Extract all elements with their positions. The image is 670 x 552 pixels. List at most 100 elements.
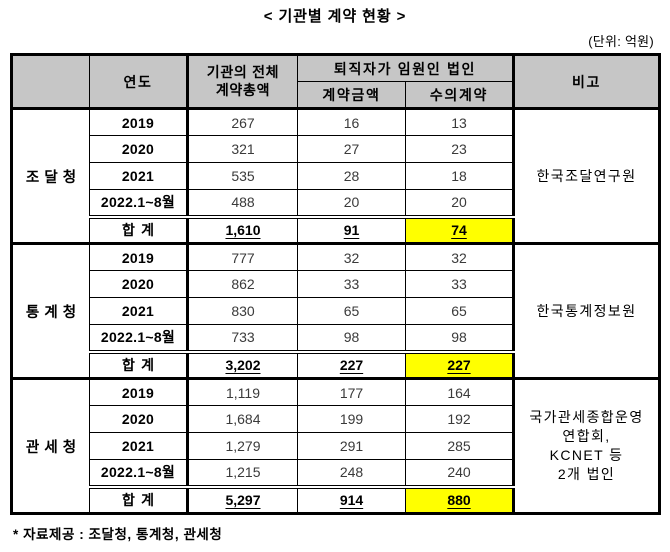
total-amount-cell: 1,684: [186, 405, 298, 433]
remark-cell: 한국조달연구원: [512, 108, 660, 244]
contracts-table: 연도 기관의 전체 계약총액 퇴직자가 임원인 법인 비고 계약금액 수의계약 …: [10, 53, 661, 515]
sum-label-cell: 합계: [89, 214, 188, 244]
header-total-amount: 기관의 전체 계약총액: [186, 54, 298, 109]
sum-total-cell: 5,297: [186, 484, 298, 514]
header-retiree-executive-corp: 퇴직자가 임원인 법인: [297, 54, 514, 82]
remark-line: 2개 법인: [557, 465, 616, 482]
total-amount-cell: 1,279: [186, 432, 298, 460]
remark-line: 국가관세종합운영: [529, 409, 644, 426]
total-amount-cell: 830: [186, 297, 298, 325]
unit-note: (단위: 억원): [588, 34, 654, 49]
sum-contract-cell: 227: [297, 349, 406, 379]
contract-amount-cell: 27: [297, 135, 406, 163]
header-contract-amount: 계약금액: [297, 81, 406, 109]
contract-amount-cell: 177: [297, 378, 406, 406]
table-row: 통계청 2019 777 32 32 한국통계정보원: [11, 243, 660, 379]
total-amount-cell: 777: [186, 243, 298, 271]
total-amount-cell: 321: [186, 135, 298, 163]
table-row: 조달청 2019 267 16 13 한국조달연구원: [11, 108, 660, 244]
year-cell: 2021: [89, 297, 188, 325]
contract-amount-cell: 98: [297, 324, 406, 352]
private-contract-cell: 65: [405, 297, 514, 325]
private-contract-cell: 98: [405, 324, 514, 352]
total-amount-cell: 1,119: [186, 378, 298, 406]
year-cell: 2020: [89, 135, 188, 163]
table-row: 2021 830 65 65: [12, 297, 660, 325]
total-amount-cell: 488: [186, 189, 298, 217]
contract-amount-cell: 16: [297, 108, 406, 136]
header-institution-blank: [11, 54, 90, 109]
sum-row: 합계 5,297 914 880: [12, 484, 660, 514]
table-row: 2020 321 27 23: [12, 135, 660, 163]
remark-cell: 국가관세종합운영 연합회, KCNET 등 2개 법인: [512, 378, 660, 514]
sum-private-highlight-cell: 880: [405, 484, 514, 514]
private-contract-cell: 32: [405, 243, 514, 271]
sum-label-cell: 합계: [89, 349, 188, 379]
year-cell: 2022.1~8월: [89, 324, 188, 352]
sum-private-highlight-cell: 74: [405, 214, 514, 244]
table-row: 2022.1~8월 1,215 248 240: [12, 459, 660, 487]
sum-row: 합계 1,610 91 74: [12, 214, 660, 244]
private-contract-cell: 13: [405, 108, 514, 136]
year-cell: 2019: [89, 378, 188, 406]
private-contract-cell: 240: [405, 459, 514, 487]
table-row: 관세청 2019 1,119 177 164 국가관세종합운영 연합회, KCN…: [11, 378, 660, 514]
header-year: 연도: [89, 54, 188, 109]
header-private-contract: 수의계약: [405, 81, 514, 109]
table-header: 연도 기관의 전체 계약총액 퇴직자가 임원인 법인 비고 계약금액 수의계약: [11, 54, 660, 109]
private-contract-cell: 192: [405, 405, 514, 433]
year-cell: 2021: [89, 432, 188, 460]
private-contract-cell: 285: [405, 432, 514, 460]
institution-group-tonggyecheong: 통계청 2019 777 32 32 한국통계정보원 2020 862 33 3…: [11, 243, 660, 379]
contract-amount-cell: 199: [297, 405, 406, 433]
private-contract-cell: 164: [405, 378, 514, 406]
total-amount-cell: 733: [186, 324, 298, 352]
total-amount-cell: 267: [186, 108, 298, 136]
remark-line: 연합회,: [562, 428, 611, 445]
institution-cell: 조달청: [11, 108, 90, 244]
source-footnote: * 자료제공 : 조달청, 통계청, 관세청: [13, 527, 223, 542]
contract-amount-cell: 248: [297, 459, 406, 487]
table-row: 2021 1,279 291 285: [12, 432, 660, 460]
remark-line: KCNET 등: [549, 447, 624, 463]
total-amount-cell: 535: [186, 162, 298, 190]
private-contract-cell: 20: [405, 189, 514, 217]
page-title: < 기관별 계약 현황 >: [263, 8, 407, 25]
contract-amount-cell: 65: [297, 297, 406, 325]
contract-amount-cell: 291: [297, 432, 406, 460]
table-row: 2021 535 28 18: [12, 162, 660, 190]
table-row: 2022.1~8월 488 20 20: [12, 189, 660, 217]
contract-amount-cell: 28: [297, 162, 406, 190]
total-amount-cell: 862: [186, 270, 298, 298]
year-cell: 2022.1~8월: [89, 459, 188, 487]
remark-line: 한국통계정보원: [536, 302, 637, 319]
contract-amount-cell: 33: [297, 270, 406, 298]
year-cell: 2019: [89, 243, 188, 271]
institution-cell: 통계청: [11, 243, 90, 379]
private-contract-cell: 23: [405, 135, 514, 163]
remark-line: 한국조달연구원: [536, 167, 637, 184]
sum-private-highlight-cell: 227: [405, 349, 514, 379]
total-amount-cell: 1,215: [186, 459, 298, 487]
private-contract-cell: 18: [405, 162, 514, 190]
institution-group-gwansecheong: 관세청 2019 1,119 177 164 국가관세종합운영 연합회, KCN…: [11, 378, 660, 514]
sum-contract-cell: 91: [297, 214, 406, 244]
institution-group-jodalcheong: 조달청 2019 267 16 13 한국조달연구원 2020 321 27 2…: [11, 108, 660, 244]
year-cell: 2019: [89, 108, 188, 136]
header-remark: 비고: [512, 54, 660, 109]
year-cell: 2021: [89, 162, 188, 190]
sum-total-cell: 1,610: [186, 214, 298, 244]
year-cell: 2020: [89, 405, 188, 433]
year-cell: 2020: [89, 270, 188, 298]
contract-amount-cell: 32: [297, 243, 406, 271]
year-cell: 2022.1~8월: [89, 189, 188, 217]
private-contract-cell: 33: [405, 270, 514, 298]
table-row: 2020 862 33 33: [12, 270, 660, 298]
sum-label-cell: 합계: [89, 484, 188, 514]
contract-amount-cell: 20: [297, 189, 406, 217]
sum-total-cell: 3,202: [186, 349, 298, 379]
header-total-line1: 기관의 전체: [206, 64, 280, 80]
sum-contract-cell: 914: [297, 484, 406, 514]
header-total-line2: 계약총액: [215, 81, 271, 98]
